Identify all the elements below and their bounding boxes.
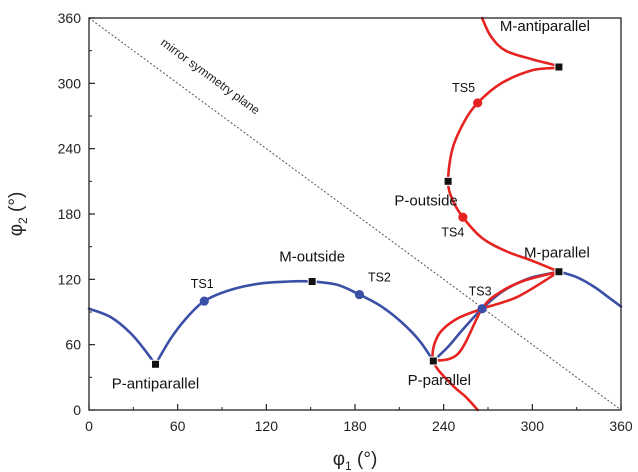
transition-state-label: TS4 — [441, 225, 464, 239]
transition-state-label: TS5 — [452, 81, 475, 95]
x-tick-label: 60 — [170, 418, 186, 434]
transition-state-label: TS1 — [191, 277, 214, 291]
red-curve-segment-1 — [431, 270, 561, 412]
stationary-point-label: M-antiparallel — [500, 18, 590, 35]
x-axis-title-sub: 1 — [345, 459, 352, 472]
x-tick-label: 120 — [255, 418, 279, 434]
mirror-plane-label: mirror symmetry plane — [158, 35, 263, 117]
mirror-plane-layer: mirror symmetry plane — [88, 17, 622, 411]
blue-curve-segment-4 — [557, 270, 623, 308]
y-axis-title-sub: 2 — [16, 217, 30, 224]
y-tick-label: 0 — [73, 402, 81, 418]
blue-curve-segment-2 — [154, 279, 435, 366]
transition-state-label: TS3 — [469, 285, 492, 299]
stationary-point-label: M-parallel — [524, 245, 590, 262]
mirror-plane-line — [88, 17, 622, 411]
stationary-point-marker — [443, 176, 453, 186]
stationary-point-marker — [307, 277, 317, 287]
x-axis-title: φ1 (°) — [333, 449, 378, 472]
y-tick-label: 120 — [58, 271, 82, 287]
labels-layer: P-antiparallel M-outside P-parallel M-paral… — [112, 18, 590, 392]
stationary-point-label: P-outside — [394, 192, 457, 209]
y-tick-label: 60 — [65, 337, 81, 353]
y-axis-title-unit: (°) — [6, 192, 27, 218]
x-tick-label: 300 — [521, 418, 545, 434]
transition-state-label: TS2 — [368, 271, 391, 285]
x-axis-title-unit: (°) — [352, 449, 378, 470]
red-curve-segment-2 — [432, 270, 561, 363]
transition-state-marker — [354, 289, 365, 300]
transition-state-marker — [199, 296, 209, 306]
stationary-point-marker — [428, 356, 438, 366]
markers-layer — [151, 62, 564, 369]
stationary-point-marker — [554, 267, 564, 277]
stationary-point-marker — [554, 62, 564, 72]
red-curve-segment-3 — [446, 16, 561, 273]
blue-curve-segment-1 — [87, 307, 157, 366]
stationary-point-label: M-outside — [279, 249, 345, 266]
x-tick-label: 360 — [609, 418, 633, 434]
stationary-point-label: P-parallel — [408, 372, 471, 389]
y-tick-label: 180 — [58, 206, 82, 222]
x-axis-title-main: φ — [333, 449, 345, 470]
y-axis-title-main: φ — [6, 224, 27, 236]
transition-state-marker — [458, 212, 468, 222]
y-tick-label: 240 — [58, 141, 82, 157]
transition-state-marker — [477, 304, 487, 314]
ticks-layer: 0 60 120 180 240 300 360 0 60 120 180 240 300 360 — [58, 10, 633, 434]
y-axis-title: φ2 (°) — [6, 192, 30, 237]
x-tick-label: 240 — [432, 418, 456, 434]
stationary-point-label: P-antiparallel — [112, 375, 200, 392]
x-tick-label: 180 — [343, 418, 367, 434]
stationary-point-marker — [151, 359, 160, 369]
transition-state-marker — [473, 98, 483, 108]
x-tick-label: 0 — [85, 418, 93, 434]
y-tick-label: 360 — [58, 10, 82, 26]
y-tick-label: 300 — [58, 75, 82, 91]
